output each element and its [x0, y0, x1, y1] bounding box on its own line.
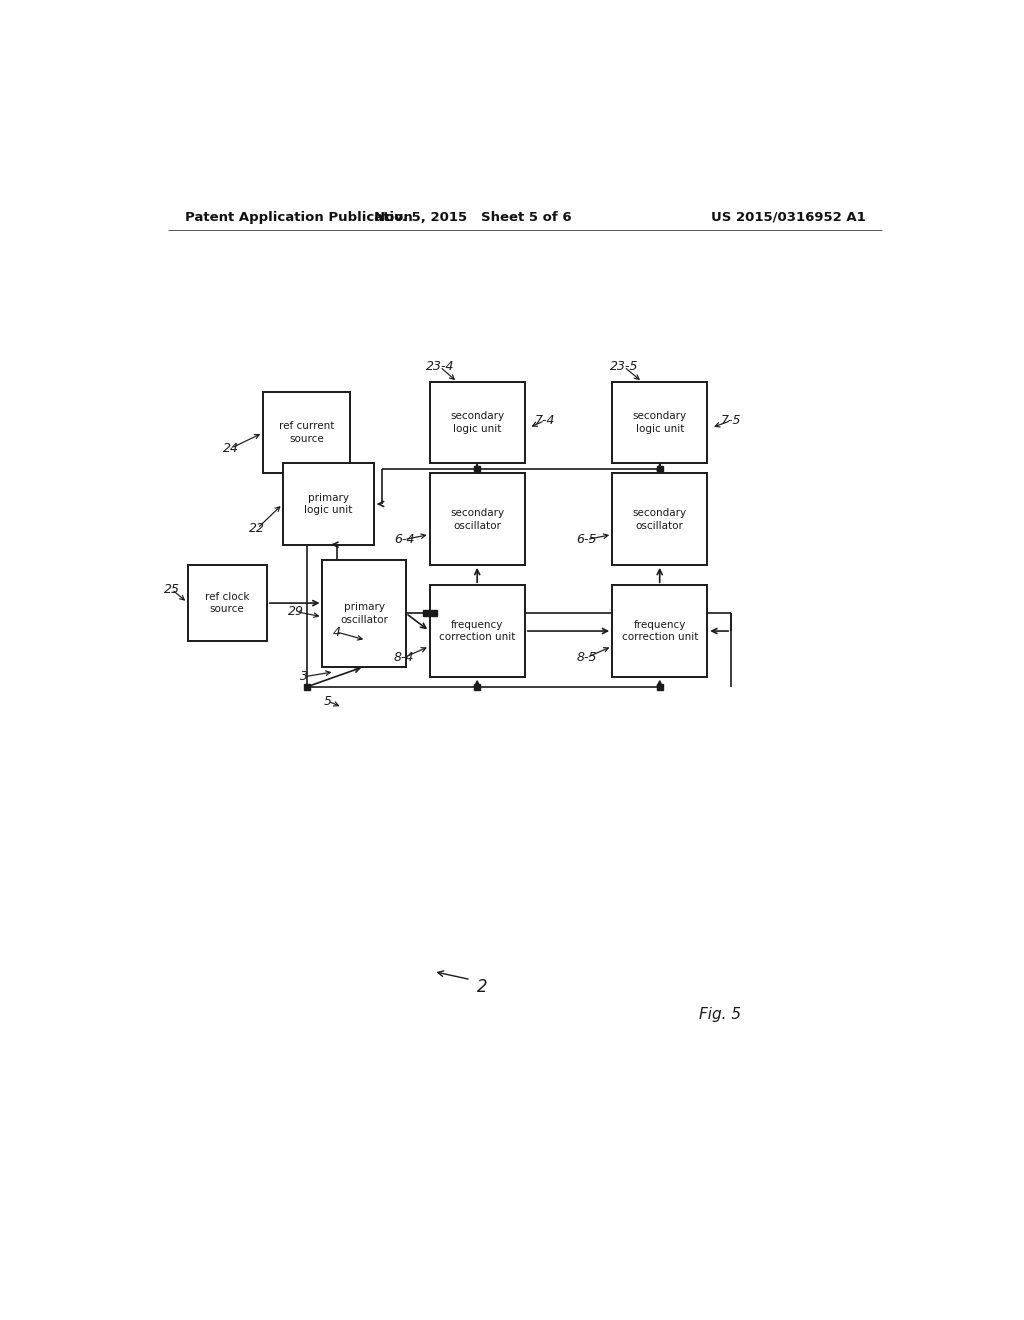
Text: primary
logic unit: primary logic unit	[304, 492, 352, 515]
Text: 5: 5	[324, 694, 332, 708]
Text: 24: 24	[223, 442, 240, 454]
Text: 8-5: 8-5	[577, 651, 597, 664]
Text: secondary
oscillator: secondary oscillator	[633, 508, 687, 531]
Text: 4: 4	[333, 626, 341, 639]
Text: 7-5: 7-5	[721, 414, 741, 428]
Text: 3: 3	[300, 671, 308, 684]
Text: 8-4: 8-4	[394, 651, 415, 664]
Text: 6-4: 6-4	[394, 533, 415, 546]
Text: Nov. 5, 2015   Sheet 5 of 6: Nov. 5, 2015 Sheet 5 of 6	[375, 211, 572, 224]
Text: secondary
logic unit: secondary logic unit	[633, 412, 687, 434]
Text: 6-5: 6-5	[577, 533, 597, 546]
Text: Patent Application Publication: Patent Application Publication	[185, 211, 413, 224]
Text: ref clock
source: ref clock source	[205, 591, 250, 615]
Text: 22: 22	[250, 521, 265, 535]
Bar	[612, 474, 708, 565]
Bar	[430, 474, 525, 565]
Text: 29: 29	[288, 605, 304, 618]
Bar	[263, 392, 350, 474]
Bar	[430, 381, 525, 463]
Text: Fig. 5: Fig. 5	[699, 1007, 741, 1022]
Text: 2: 2	[477, 978, 487, 995]
Bar	[612, 381, 708, 463]
Text: secondary
logic unit: secondary logic unit	[451, 412, 504, 434]
Text: 25: 25	[164, 583, 179, 595]
Text: 23-4: 23-4	[426, 360, 454, 374]
Text: frequency
correction unit: frequency correction unit	[439, 619, 515, 643]
Text: ref current
source: ref current source	[279, 421, 334, 445]
Bar	[187, 565, 267, 642]
Text: US 2015/0316952 A1: US 2015/0316952 A1	[712, 211, 866, 224]
Text: 7-4: 7-4	[535, 414, 555, 428]
Text: primary
oscillator: primary oscillator	[340, 602, 388, 624]
Bar	[283, 463, 374, 545]
Bar	[612, 585, 708, 677]
Text: frequency
correction unit: frequency correction unit	[622, 619, 698, 643]
Text: 23-5: 23-5	[609, 360, 638, 374]
Bar	[430, 585, 525, 677]
Text: secondary
oscillator: secondary oscillator	[451, 508, 504, 531]
Bar	[323, 560, 406, 667]
